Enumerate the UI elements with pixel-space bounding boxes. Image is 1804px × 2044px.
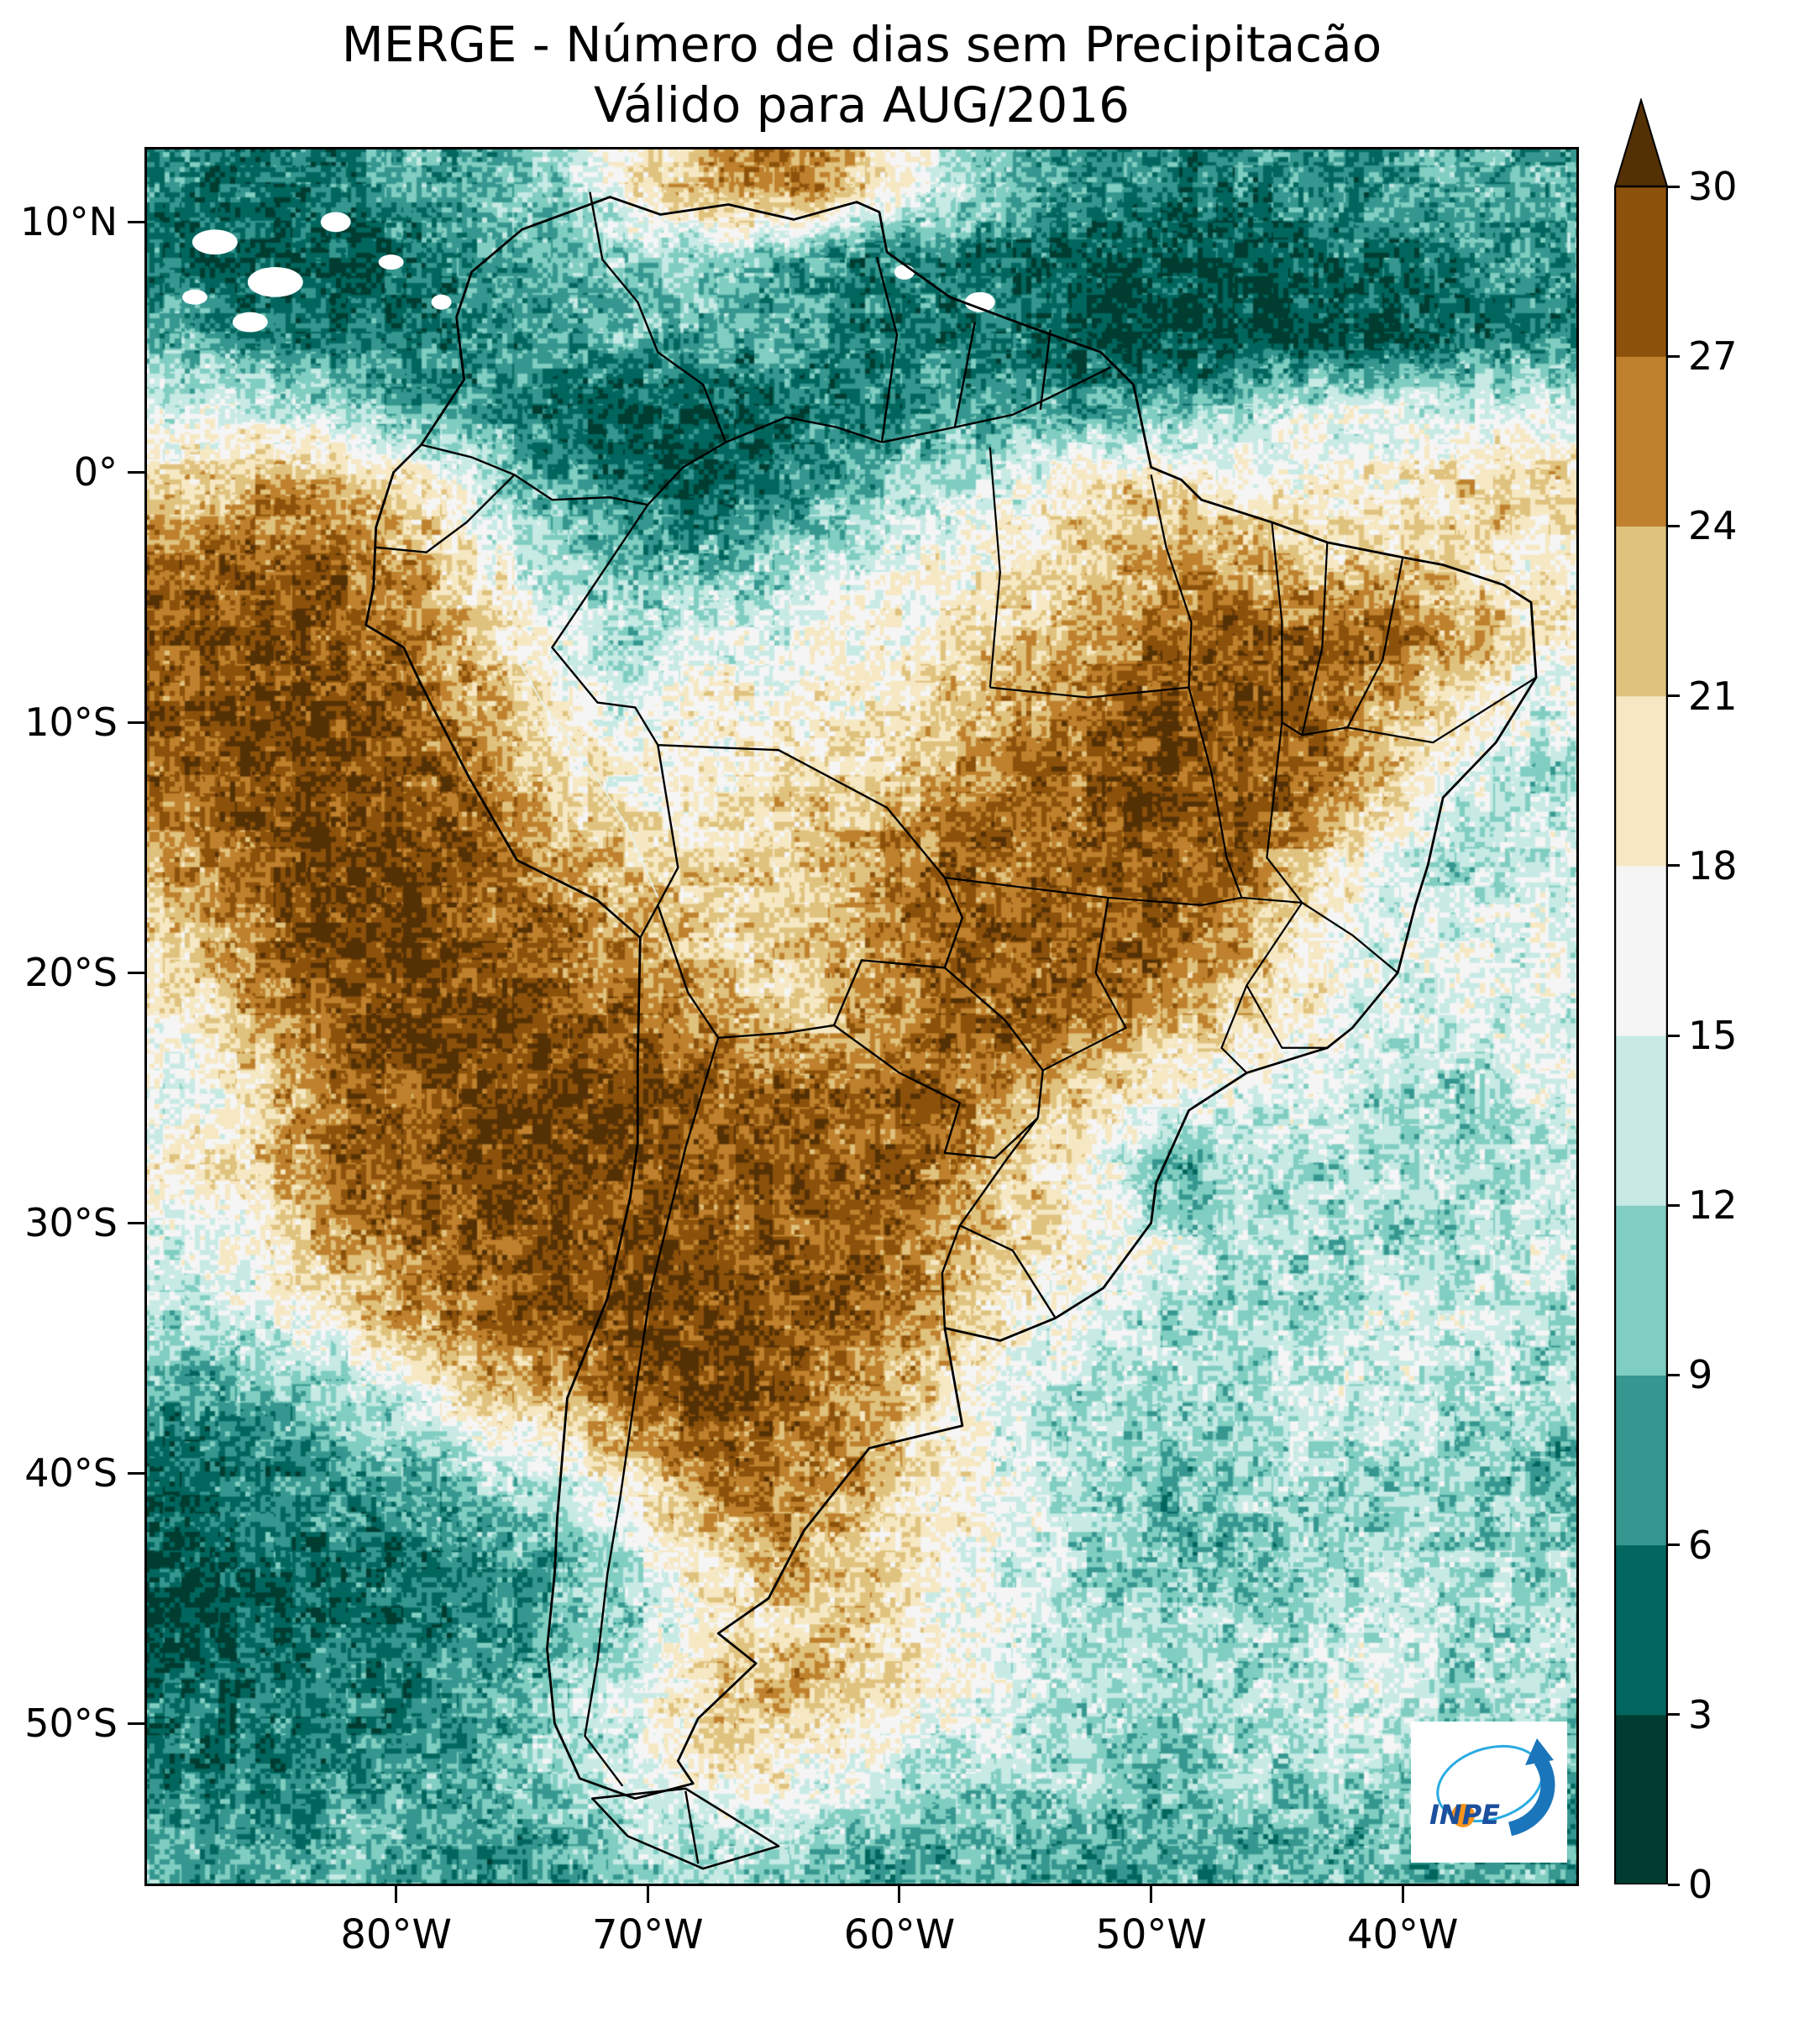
- x-tick-label: 80°W: [340, 1911, 452, 1958]
- map-title: MERGE - Número de dias sem Precipitacão: [341, 16, 1382, 73]
- colorbar-tick-label: 3: [1688, 1691, 1713, 1737]
- colorbar-segment: [1615, 1714, 1667, 1884]
- colorbar-tick-label: 0: [1688, 1862, 1713, 1907]
- map-overlay: [181, 147, 1579, 1886]
- colorbar-segment: [1615, 865, 1667, 1036]
- precip-heatmap-canvas: [144, 147, 1579, 1886]
- map-plot-area: [144, 147, 1579, 1886]
- colorbar-tick-mark: [1668, 1883, 1680, 1886]
- coastline-path: [366, 197, 1536, 1799]
- tierra-del-fuego-path: [592, 1789, 779, 1868]
- y-tick-label: 10°N: [20, 199, 118, 245]
- colorbar: [1614, 98, 1668, 1884]
- colorbar-tick-mark: [1668, 864, 1680, 867]
- colorbar-segment: [1615, 526, 1667, 697]
- colorbar-segment: [1615, 1375, 1667, 1546]
- colorbar-tick-label: 6: [1688, 1522, 1713, 1568]
- colorbar-tick-mark: [1668, 694, 1680, 698]
- colorbar-tick-label: 9: [1688, 1352, 1713, 1398]
- colorbar-tick-mark: [1668, 1713, 1680, 1716]
- inpe-arrowhead-icon: [1525, 1738, 1554, 1765]
- y-tick-label: 20°S: [24, 950, 118, 996]
- x-tick-mark: [1150, 1886, 1153, 1903]
- colorbar-tick-mark: [1668, 1034, 1680, 1037]
- colorbar-frame: [1614, 185, 1668, 1884]
- y-tick-label: 30°S: [24, 1200, 118, 1246]
- x-tick-mark: [1401, 1886, 1404, 1903]
- inpe-logo-text: INPE: [1429, 1799, 1500, 1831]
- inpe-logo: INPE: [1429, 1738, 1555, 1837]
- colorbar-tick-label: 15: [1688, 1013, 1738, 1058]
- x-tick-label: 40°W: [1346, 1911, 1459, 1958]
- colorbar-tick-label: 30: [1688, 164, 1738, 209]
- colorbar-segment: [1615, 1205, 1667, 1376]
- state-borders-path: [945, 448, 1536, 1073]
- y-tick-label: 50°S: [24, 1701, 118, 1747]
- x-tick-mark: [898, 1886, 901, 1903]
- colorbar-tick-label: 21: [1688, 673, 1738, 719]
- x-tick-mark: [646, 1886, 649, 1903]
- x-tick-mark: [395, 1886, 398, 1903]
- y-tick-mark: [128, 220, 144, 223]
- colorbar-tick-mark: [1668, 1203, 1680, 1207]
- y-tick-mark: [128, 1722, 144, 1725]
- colorbar-segment: [1615, 1035, 1667, 1206]
- y-tick-mark: [128, 1221, 144, 1224]
- andes-highlight: [519, 663, 658, 898]
- colorbar-tick-label: 18: [1688, 842, 1738, 888]
- y-tick-mark: [128, 721, 144, 724]
- colorbar-tick-label: 24: [1688, 503, 1738, 549]
- colorbar-over-arrow: [1614, 98, 1668, 187]
- y-tick-mark: [128, 1471, 144, 1475]
- map-subtitle: Válido para AUG/2016: [593, 76, 1130, 134]
- inpe-logo-box: INPE: [1411, 1722, 1567, 1863]
- missing-data-blobs: [181, 212, 995, 333]
- x-tick-label: 60°W: [843, 1911, 956, 1958]
- y-tick-mark: [128, 470, 144, 474]
- inpe-swoosh-arrow: [1508, 1756, 1555, 1837]
- colorbar-segment: [1615, 1544, 1667, 1716]
- colorbar-tick-mark: [1668, 185, 1680, 188]
- y-tick-label: 10°S: [24, 700, 118, 746]
- colorbar-tick-mark: [1668, 1373, 1680, 1376]
- y-tick-label: 40°S: [24, 1450, 118, 1496]
- y-tick-label: 0°: [73, 449, 118, 495]
- colorbar-tick-mark: [1668, 524, 1680, 527]
- x-tick-label: 70°W: [592, 1911, 704, 1958]
- colorbar-segment: [1615, 695, 1667, 867]
- colorbar-tick-label: 27: [1688, 333, 1738, 380]
- y-tick-mark: [128, 971, 144, 974]
- colorbar-segment: [1615, 356, 1667, 527]
- colorbar-tick-label: 12: [1688, 1182, 1738, 1229]
- colorbar-tick-mark: [1668, 1543, 1680, 1547]
- x-tick-label: 50°W: [1095, 1911, 1207, 1958]
- colorbar-tick-mark: [1668, 354, 1680, 358]
- colorbar-segment: [1615, 186, 1667, 357]
- inpe-orange-dot: [1451, 1804, 1475, 1827]
- country-borders-path: [376, 192, 1111, 1864]
